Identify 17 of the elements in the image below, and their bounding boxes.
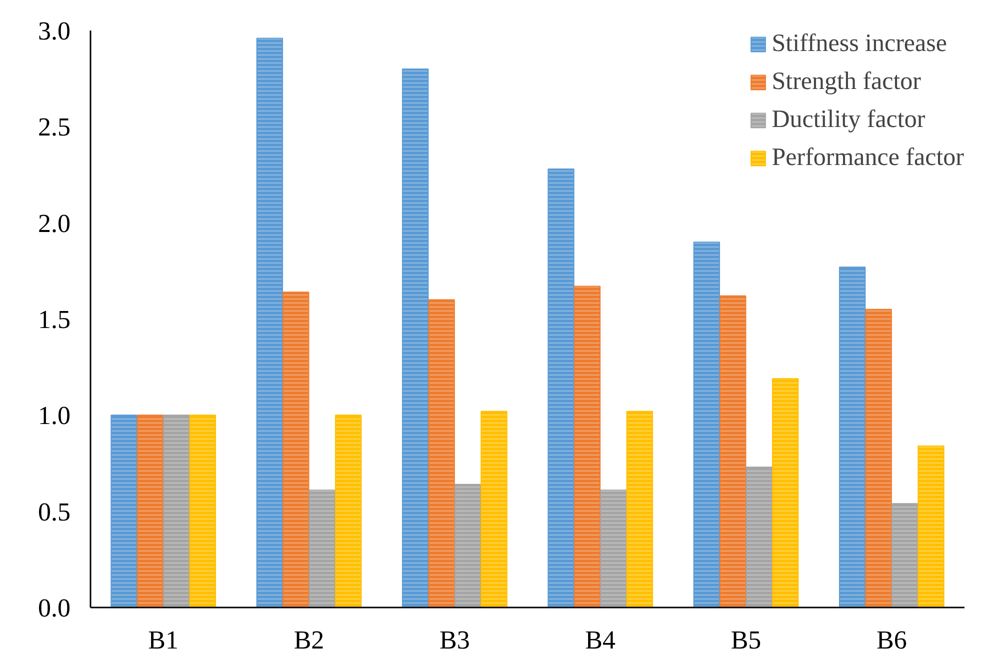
legend-label: Stiffness increase (772, 30, 947, 58)
y-tick-label: 2.5 (38, 112, 70, 142)
y-tick-label: 1.5 (38, 305, 70, 334)
x-tick-label: B1 (148, 626, 179, 654)
y-tick-label: 0.0 (38, 594, 70, 622)
legend-label: Performance factor (772, 144, 964, 172)
x-tick-label: B6 (876, 626, 907, 654)
y-tick-label: 2.0 (38, 208, 70, 238)
x-tick-label: B4 (585, 626, 616, 654)
x-tick-label: B2 (294, 626, 324, 654)
y-tick-label: 0.5 (38, 497, 70, 526)
legend-label: Ductility factor (772, 106, 926, 134)
y-tick-label: 1.0 (38, 401, 70, 430)
x-tick-label: B5 (730, 626, 762, 654)
y-tick-label: 3.0 (38, 16, 70, 46)
x-tick-label: B3 (439, 626, 470, 654)
legend-label: Strength factor (772, 68, 922, 96)
